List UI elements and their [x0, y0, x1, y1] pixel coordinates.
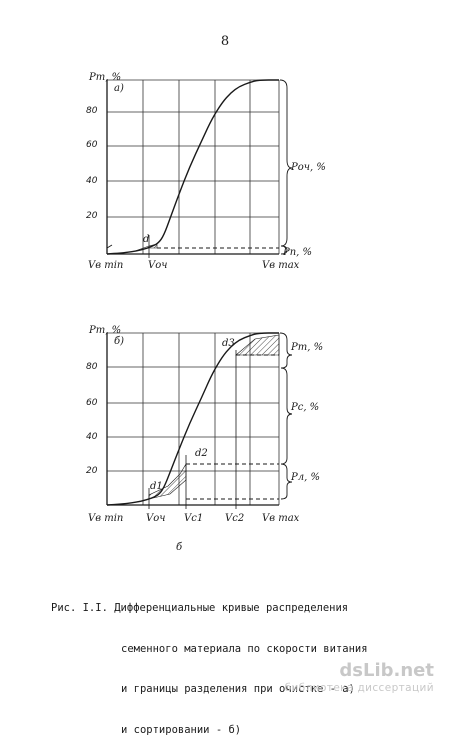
- annotation-d-a: d: [143, 234, 149, 245]
- brace-pl-b: [280, 463, 293, 500]
- annotation-d3-b: d3: [222, 338, 235, 349]
- caption-line-4: и сортировании - б): [121, 723, 242, 736]
- y-tick-a-40: 40: [86, 176, 98, 186]
- caption-line-3: и границы разделения при очистке - а): [121, 683, 355, 695]
- chart-panel-b: Рт, % б) 80 60 40 20 Vв min Vоч Vс1 Vс2 …: [86, 325, 323, 553]
- y-tick-b-20: 20: [86, 466, 98, 476]
- y-tick-a-60: 60: [86, 140, 98, 150]
- y-tick-b-80: 80: [86, 362, 98, 372]
- y-axis-label-b: Рт, %: [88, 325, 121, 336]
- distribution-curve-a: [106, 79, 279, 255]
- panel-label-a: а): [114, 83, 124, 94]
- brace-label-pox-a: Роч, %: [290, 162, 326, 173]
- y-tick-a-20: 20: [86, 211, 98, 221]
- caption-text-1: Дифференциальные кривые распределения: [114, 602, 349, 614]
- brace-label-pt-b: Рт, %: [290, 342, 323, 353]
- annotation-d2-b: d2: [195, 448, 208, 459]
- x-tick-b-vc2: Vс2: [225, 513, 244, 524]
- x-tick-a-vox: Vоч: [148, 260, 167, 271]
- x-tick-b-vc1: Vс1: [184, 513, 203, 524]
- caption-line-1: Рис. I.I. Дифференциальные кривые распре…: [51, 602, 431, 616]
- page-number: 8: [220, 34, 230, 49]
- hatched-region-b1: [148, 462, 187, 500]
- grid-a: [107, 79, 280, 254]
- chart-panel-a: Рт, % а) 80 60 40 20 Vв min Vоч Vв max d…: [86, 72, 326, 271]
- panel-letter-b: б: [176, 542, 183, 553]
- grid-b: [107, 332, 280, 505]
- brace-label-pl-b: Рл, %: [290, 472, 320, 483]
- y-tick-a-80: 80: [86, 106, 98, 116]
- x-tick-b-vmin: Vв min: [88, 513, 123, 524]
- brace-pox-a: [279, 79, 293, 247]
- panel-label-b: б): [114, 336, 124, 347]
- brace-label-pp-a: Рп, %: [282, 247, 312, 258]
- watermark-brand: dsLib.net: [339, 660, 434, 681]
- distribution-curve-b: [106, 332, 279, 506]
- y-tick-b-60: 60: [86, 398, 98, 408]
- brace-label-pc-b: Рс, %: [290, 402, 319, 413]
- brace-pp-a: [280, 245, 288, 255]
- x-tick-a-vmin: Vв min: [88, 260, 123, 271]
- watermark-subtitle: библиотека диссертаций: [284, 682, 434, 694]
- y-axis-label-a: Рт, %: [88, 72, 121, 83]
- watermark: dsLib.net библиотека диссертаций: [285, 660, 434, 694]
- brace-pc-b: [280, 367, 293, 465]
- caption-prefix: Рис. I.I.: [51, 602, 108, 614]
- brace-pt-b: [279, 332, 293, 369]
- figure-svg: Рт, % а) 80 60 40 20 Vв min Vоч Vв max d…: [86, 72, 326, 553]
- annotation-d1-b: d1: [150, 481, 163, 492]
- y-tick-b-40: 40: [86, 432, 98, 442]
- x-tick-a-vmax: Vв max: [262, 260, 300, 271]
- x-tick-b-vox: Vоч: [146, 513, 165, 524]
- x-tick-b-vmax: Vв max: [262, 513, 300, 524]
- caption-line-2: семенного материала по скорости витания: [121, 642, 368, 655]
